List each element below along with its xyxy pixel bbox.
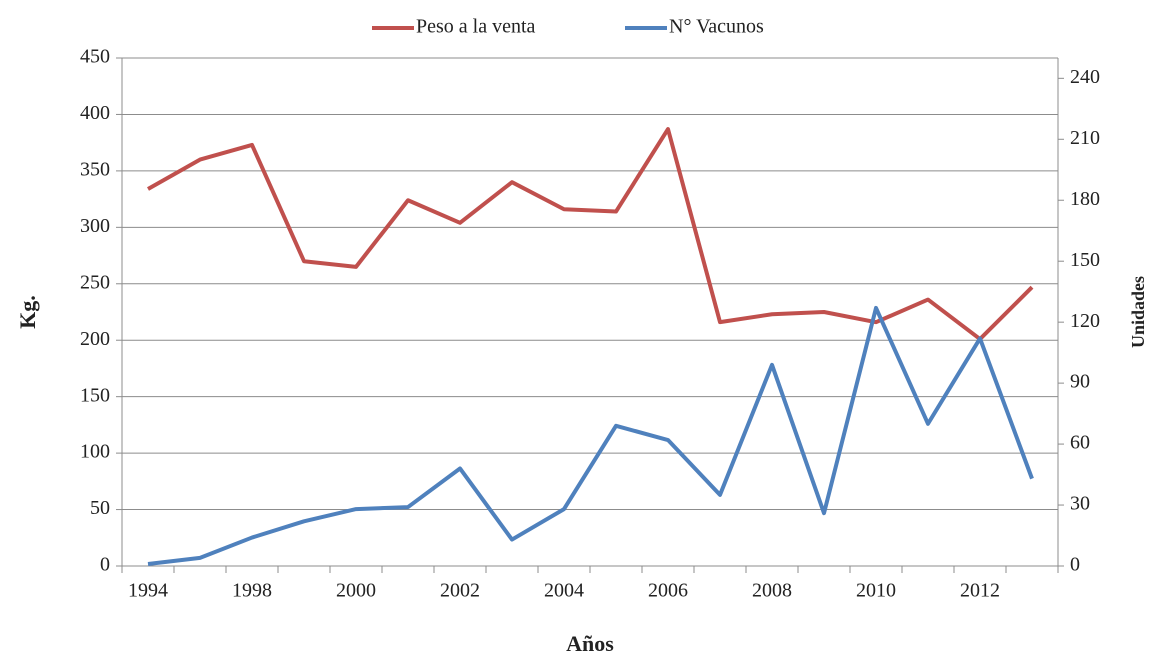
legend-label: Peso a la venta (416, 16, 536, 38)
y-tick-label: 300 (80, 215, 110, 237)
y2-tick-label: 240 (1070, 66, 1100, 88)
x-tick-label: 1998 (232, 580, 272, 602)
x-tick-label: 2012 (960, 580, 1000, 602)
x-tick-label: 1994 (128, 580, 168, 602)
y-tick-label: 200 (80, 328, 110, 350)
x-tick-label: 2002 (440, 580, 480, 602)
x-tick-label: 2010 (856, 580, 896, 602)
y2-tick-label: 120 (1070, 310, 1100, 332)
series-line (147, 127, 1034, 342)
y2-tick-label: 30 (1070, 493, 1090, 515)
x-tick-label: 2000 (336, 580, 376, 602)
y-tick-label: 150 (80, 384, 110, 406)
y-tick-label: 350 (80, 158, 110, 180)
y-tick-label: 400 (80, 102, 110, 124)
y2-tick-label: 0 (1070, 554, 1080, 576)
series-line (147, 305, 1034, 566)
y-tick-label: 250 (80, 271, 110, 293)
y2-tick-label: 180 (1070, 188, 1100, 210)
x-axis-label: Años (566, 631, 614, 656)
y-tick-label: 100 (80, 441, 110, 463)
y-axis-label: Kg. (15, 295, 40, 329)
y-tick-label: 450 (80, 46, 110, 68)
x-tick-label: 2004 (544, 580, 584, 602)
y-tick-label: 50 (90, 497, 110, 519)
y2-tick-label: 60 (1070, 432, 1090, 454)
y2-tick-label: 150 (1070, 249, 1100, 271)
legend-label: N° Vacunos (669, 16, 764, 38)
y-tick-label: 0 (100, 554, 110, 576)
y2-axis-label: Unidades (1128, 276, 1148, 348)
y2-tick-label: 210 (1070, 127, 1100, 149)
x-tick-label: 2008 (752, 580, 792, 602)
y2-tick-label: 90 (1070, 371, 1090, 393)
x-tick-label: 2006 (648, 580, 688, 602)
